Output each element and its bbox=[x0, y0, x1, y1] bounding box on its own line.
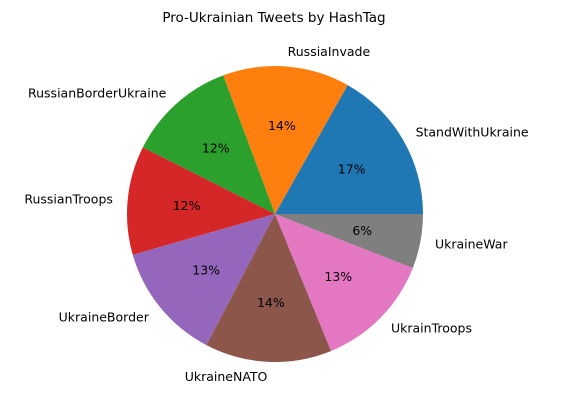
percent-label-russianborderukraine: 12% bbox=[202, 140, 230, 155]
pie-slice-russiantroops bbox=[127, 147, 275, 255]
pie-slice-russianborderukraine bbox=[142, 75, 275, 215]
percent-label-ukraintroops: 13% bbox=[324, 269, 352, 284]
percent-label-ukraineborder: 13% bbox=[192, 263, 220, 278]
slice-labels: StandWithUkraine RussiaInvade RussianBorde… bbox=[24, 44, 529, 384]
slice-label-russianborderukraine: RussianBorderUkraine bbox=[28, 85, 167, 100]
slice-label-standwithukraine: StandWithUkraine bbox=[416, 124, 529, 139]
percent-labels: 17% 14% 12% 12% 13% 14% 13% 6% bbox=[173, 118, 373, 310]
pie-slice-ukrainenato bbox=[206, 214, 332, 362]
percent-label-russiantroops: 12% bbox=[173, 198, 201, 213]
chart-title: Pro-Ukrainian Tweets by HashTag bbox=[162, 10, 385, 26]
slice-label-ukraintroops: UkrainTroops bbox=[391, 321, 472, 336]
slice-label-ukrainenato: UkraineNATO bbox=[185, 369, 268, 384]
pie-slice-ukraineborder bbox=[132, 214, 275, 346]
pie-slice-ukraintroops bbox=[275, 214, 413, 351]
percent-label-ukrainewar: 6% bbox=[352, 223, 372, 238]
pie-slice-standwithukraine bbox=[275, 85, 423, 214]
slice-label-russiantroops: RussianTroops bbox=[24, 191, 113, 206]
pie-slices bbox=[127, 66, 423, 362]
slice-label-russiainvade: RussiaInvade bbox=[288, 44, 371, 59]
slice-label-ukraineborder: UkraineBorder bbox=[59, 309, 150, 324]
percent-label-standwithukraine: 17% bbox=[338, 162, 366, 177]
slice-label-ukrainewar: UkraineWar bbox=[435, 237, 508, 252]
percent-label-russiainvade: 14% bbox=[268, 118, 296, 133]
pie-slice-russiainvade bbox=[223, 66, 348, 215]
pie-slice-ukrainewar bbox=[275, 214, 423, 268]
percent-label-ukrainenato: 14% bbox=[257, 295, 285, 310]
